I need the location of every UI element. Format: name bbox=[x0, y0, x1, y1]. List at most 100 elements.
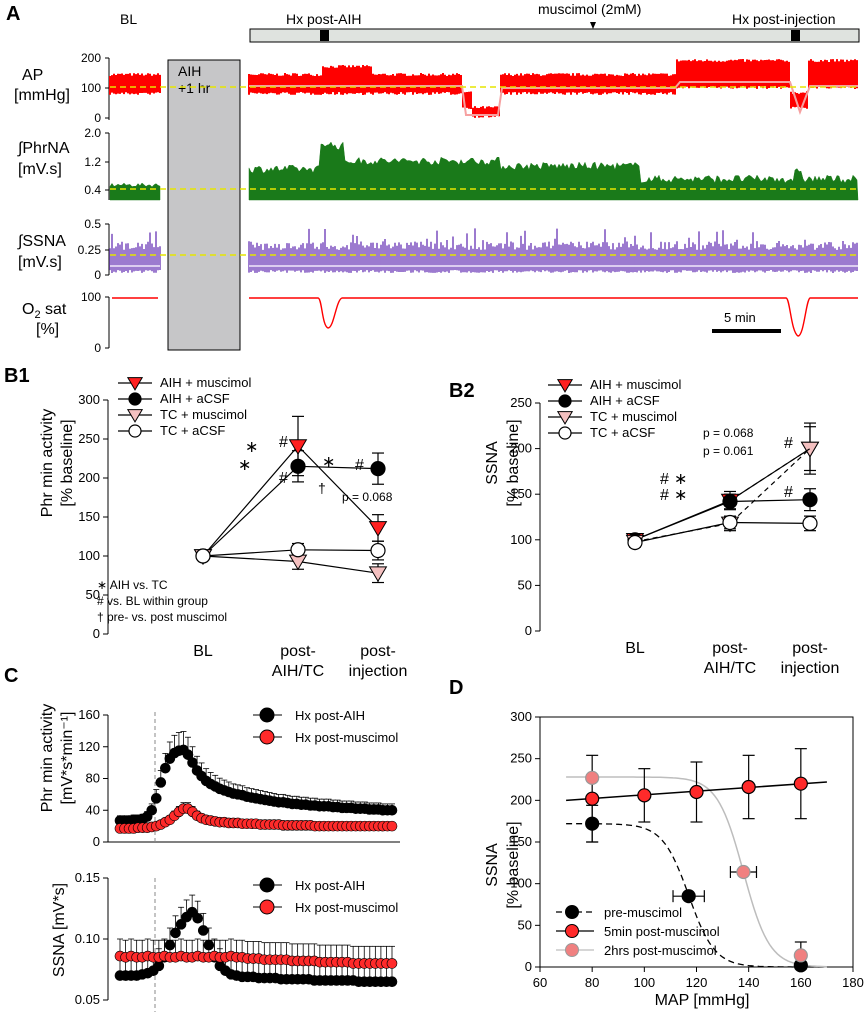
b1-legend-label: TC + muscimol bbox=[160, 407, 247, 422]
b1-point bbox=[290, 458, 306, 474]
ssna-tick-0: 0 bbox=[94, 268, 101, 282]
d-legend-marker bbox=[565, 943, 579, 957]
b1-legend-label: AIH + aCSF bbox=[160, 391, 230, 406]
d-point bbox=[736, 864, 751, 880]
b2-xcat-label: injection bbox=[781, 660, 840, 677]
b2-ytick-label: 250 bbox=[510, 395, 532, 410]
b1-ytick-label: 50 bbox=[86, 587, 100, 602]
b1-legend-label: AIH + muscimol bbox=[160, 375, 251, 390]
trace-ap-mean bbox=[249, 81, 858, 116]
c1-ytick-label: 40 bbox=[86, 802, 100, 817]
trace-label-ap: AP bbox=[22, 67, 43, 84]
trace-ssna-band bbox=[109, 231, 161, 273]
d-point bbox=[585, 791, 600, 806]
d-ytick-label: 200 bbox=[510, 792, 532, 807]
svg-text:∗: ∗ bbox=[245, 439, 258, 456]
c1-point bbox=[386, 804, 398, 816]
svg-text:#: # bbox=[784, 484, 793, 501]
d-point bbox=[637, 788, 652, 803]
gap-label-line1: AIH bbox=[178, 63, 201, 79]
phrna-tick-0-4: 0.4 bbox=[84, 183, 101, 197]
c1-point bbox=[182, 749, 194, 760]
svg-text:∗: ∗ bbox=[674, 487, 687, 504]
b2-legend-label: TC + aCSF bbox=[590, 425, 655, 440]
svg-text:#: # bbox=[784, 435, 793, 452]
aih-gap-block bbox=[167, 59, 241, 351]
b2-xcat-label: post- bbox=[712, 640, 748, 657]
b2-legend-marker bbox=[558, 426, 572, 440]
b2-legend-marker bbox=[556, 379, 574, 393]
b1-footnote-1: ∗ AIH vs. TC bbox=[97, 578, 168, 592]
c2-point bbox=[203, 939, 215, 951]
ssna-tick-0-5: 0.5 bbox=[84, 217, 101, 231]
d-legend-label: 2hrs post-muscimol bbox=[604, 943, 717, 958]
d-marks bbox=[566, 748, 827, 973]
d-point bbox=[681, 889, 696, 904]
b2-legend-marker bbox=[558, 394, 572, 408]
d-curve-pre bbox=[566, 823, 827, 968]
d-ytick-label: 300 bbox=[510, 709, 532, 724]
d-point bbox=[585, 816, 600, 831]
c2-point bbox=[175, 919, 187, 930]
phrna-tick-1-2: 1.2 bbox=[84, 155, 101, 169]
panel-label-c: C bbox=[4, 665, 18, 687]
panel-label-b2: B2 bbox=[449, 380, 475, 402]
panel-b2: B2 SSNA [% baseline] 0 50 100 150 200 250 BL po… bbox=[449, 377, 839, 677]
b2-point bbox=[800, 441, 820, 458]
hx-post-aih-marker bbox=[320, 30, 329, 41]
c-axes: 0 40 80 120 160 0.05 0.10 0.15 bbox=[75, 707, 400, 1012]
b1-xcat-label: post- bbox=[360, 643, 396, 660]
b2-pvalue-1: p = 0.068 bbox=[703, 426, 754, 440]
b2-point bbox=[627, 534, 643, 551]
b1-point bbox=[370, 461, 386, 477]
d-ytick-label: 50 bbox=[518, 917, 532, 932]
b1-xcat-label: injection bbox=[349, 663, 408, 680]
b1-axes: 0 50 100 150 200 250 300 BL post- AIH/TC post-inje… bbox=[78, 392, 407, 680]
b2-point bbox=[802, 515, 818, 531]
o2-tick-0: 0 bbox=[94, 341, 101, 355]
c-legend-marker bbox=[259, 707, 275, 723]
b1-series-line bbox=[202, 465, 379, 557]
c1-ylabel-line2: [mV*s*min⁻¹] bbox=[59, 712, 76, 805]
trace-phrna-area bbox=[109, 182, 161, 201]
panel-d: D SSNA [% baseline] MAP [mmHg] 60 80 100 12… bbox=[449, 677, 864, 1009]
b1-point bbox=[195, 548, 211, 564]
c1-point bbox=[150, 793, 162, 804]
top-label-hx-post-aih: Hx post-AIH bbox=[286, 11, 361, 27]
b2-legend-label: TC + muscimol bbox=[590, 409, 677, 424]
trace-label-phrna-unit: [mV.s] bbox=[18, 161, 62, 178]
b1-xcat-label: post- bbox=[280, 643, 316, 660]
d-legend-label: 5min post-muscimol bbox=[604, 924, 720, 939]
ap-tick-0: 0 bbox=[94, 111, 101, 125]
panel-b1: B1 Phr min activity [% baseline] 0 50 100 1… bbox=[4, 365, 407, 680]
d-xtick-label: 140 bbox=[738, 975, 760, 990]
b2-ytick-label: 50 bbox=[518, 577, 532, 592]
c1-point bbox=[146, 804, 158, 816]
d-ytick-label: 0 bbox=[525, 959, 532, 974]
trace-label-ssna-unit: [mV.s] bbox=[18, 254, 62, 271]
d-xtick-label: 60 bbox=[533, 975, 547, 990]
b2-series-line bbox=[634, 499, 811, 541]
d-legend: pre-muscimol 5min post-muscimol 2hrs post-… bbox=[556, 905, 720, 958]
d-ytick-label: 100 bbox=[510, 876, 532, 891]
ap-tick-100: 100 bbox=[81, 81, 101, 95]
d-ytick-label: 250 bbox=[510, 751, 532, 766]
b2-xcat-label: post- bbox=[792, 640, 828, 657]
b1-series-line bbox=[202, 555, 379, 574]
c-legend-marker bbox=[259, 899, 275, 915]
d-point bbox=[793, 776, 808, 791]
b1-ytick-label: 150 bbox=[78, 509, 100, 524]
d-point bbox=[689, 784, 704, 800]
b1-footnote-2: # vs. BL within group bbox=[97, 594, 208, 608]
b1-marks bbox=[193, 415, 388, 584]
c2-point bbox=[197, 925, 209, 936]
b2-legend-label: AIH + aCSF bbox=[590, 393, 660, 408]
b2-point bbox=[722, 493, 738, 510]
trace-label-phrna: ∫PhrNA bbox=[17, 140, 70, 157]
panel-label-b1: B1 bbox=[4, 365, 30, 387]
top-label-muscimol: muscimol (2mM) bbox=[538, 1, 641, 17]
trace-phrna-area bbox=[248, 141, 859, 201]
b2-significance-marks: # ∗ # ∗ ## bbox=[660, 435, 793, 504]
